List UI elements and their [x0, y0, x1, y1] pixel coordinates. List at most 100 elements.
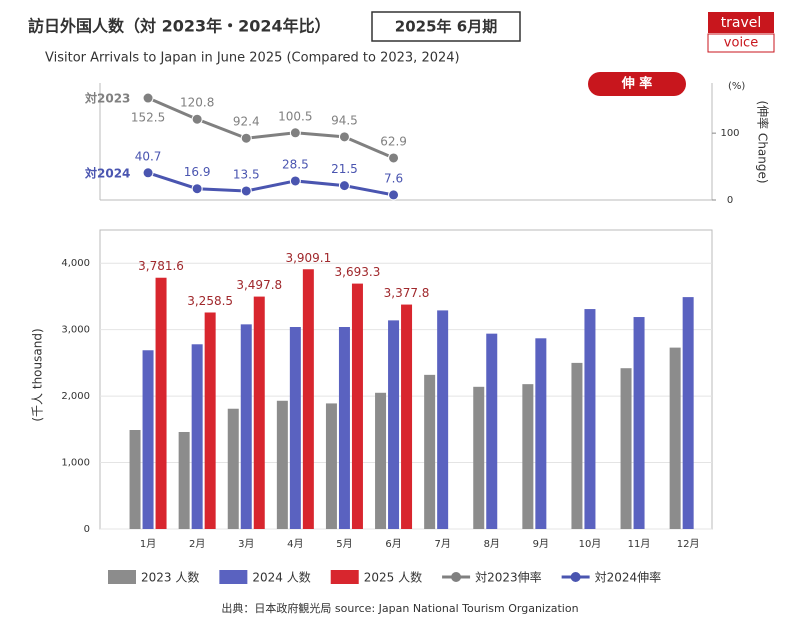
legend-swatch — [219, 570, 248, 584]
x-tick-label: 1月 — [140, 538, 156, 550]
bar — [473, 386, 485, 529]
y-tick-label: 100 — [720, 128, 739, 139]
y-label: (千人 thousand) — [31, 328, 45, 421]
value-label: 152.5 — [131, 111, 165, 125]
y-tick-label: 3,000 — [61, 325, 90, 336]
point — [191, 183, 203, 195]
series-label: 対2024 — [84, 165, 130, 180]
bar — [142, 350, 154, 529]
legend-label: 対2023伸率 — [475, 570, 542, 585]
x-tick-label: 11月 — [628, 538, 651, 550]
point — [338, 180, 350, 192]
y-label: (伸率 Change) — [756, 100, 771, 183]
value-label: 3,781.6 — [138, 259, 184, 273]
y-unit: (%) — [728, 81, 745, 92]
subtitle: Visitor Arrivals to Japan in June 2025 (… — [45, 51, 460, 66]
bar — [227, 408, 239, 529]
bar — [204, 312, 216, 529]
value-label: 100.5 — [278, 109, 312, 123]
line — [147, 171, 394, 197]
legend-swatch — [570, 572, 581, 582]
bar — [289, 327, 301, 529]
series-label: 対2023 — [84, 91, 130, 106]
bar — [620, 368, 632, 529]
logo-text: travel — [721, 15, 762, 31]
y-tick-label: 1,000 — [61, 458, 90, 469]
legend-label: 対2024伸率 — [595, 570, 662, 585]
value-label: 40.7 — [135, 149, 162, 163]
value-label: 3,497.8 — [236, 278, 282, 292]
badge-text: 伸 率 — [621, 76, 653, 92]
bar — [338, 327, 350, 529]
point — [142, 92, 154, 104]
value-label: 62.9 — [380, 134, 407, 148]
value-label: 3,909.1 — [285, 251, 331, 265]
bar — [584, 309, 596, 529]
y-tick-label: 0 — [727, 195, 733, 206]
bar — [571, 362, 583, 529]
value-label: 3,258.5 — [187, 294, 233, 308]
legend-label: 2023 人数 — [141, 570, 199, 585]
badge — [588, 72, 686, 96]
bar — [325, 403, 337, 529]
bar — [669, 347, 681, 529]
value-label: 120.8 — [180, 96, 214, 110]
x-tick-label: 2月 — [189, 538, 205, 550]
x-tick-label: 9月 — [533, 538, 549, 550]
legend-swatch — [108, 570, 136, 584]
x-tick-label: 12月 — [677, 538, 700, 550]
bar — [178, 431, 190, 529]
legend-swatch — [451, 572, 462, 582]
point — [338, 131, 350, 143]
title: 訪日外国人数（対 2023年・2024年比） — [28, 17, 331, 36]
bar — [535, 338, 547, 529]
bar — [253, 296, 265, 529]
bar — [375, 392, 387, 529]
value-label: 16.9 — [184, 165, 211, 179]
bar — [240, 324, 252, 529]
y-tick-label: 0 — [84, 524, 90, 535]
logo-text: voice — [724, 36, 758, 51]
legend-label: 2024 人数 — [252, 570, 310, 585]
bar — [401, 304, 413, 529]
y-tick-label: 2,000 — [61, 391, 90, 402]
x-tick-label: 5月 — [336, 538, 352, 550]
bar — [129, 429, 141, 529]
x-tick-label: 3月 — [238, 538, 254, 550]
legend-label: 2025 人数 — [364, 570, 422, 585]
bar — [351, 283, 363, 529]
point — [289, 127, 301, 139]
logo-top — [708, 12, 774, 33]
legend-swatch — [330, 570, 359, 584]
bar — [437, 310, 449, 529]
point — [388, 189, 400, 201]
x-tick-label: 8月 — [484, 538, 500, 550]
bar — [388, 320, 400, 529]
point — [240, 132, 252, 144]
point — [240, 185, 252, 197]
value-label: 28.5 — [282, 157, 309, 171]
point — [388, 152, 400, 164]
y-tick-label: 4,000 — [61, 258, 90, 269]
bar — [302, 269, 314, 529]
point — [142, 167, 154, 179]
bar — [155, 277, 167, 529]
value-label: 3,693.3 — [335, 265, 381, 279]
value-label: 21.5 — [331, 162, 358, 176]
point — [289, 175, 301, 187]
x-tick-label: 6月 — [385, 538, 401, 550]
value-label: 94.5 — [331, 113, 358, 127]
x-tick-label: 7月 — [434, 538, 450, 550]
x-tick-label: 4月 — [287, 538, 303, 550]
value-label: 7.6 — [384, 171, 403, 185]
bar — [522, 384, 534, 529]
bar — [276, 400, 288, 529]
value-label: 92.4 — [233, 115, 260, 129]
line — [147, 96, 395, 160]
bar — [682, 297, 694, 529]
period-box — [371, 11, 521, 42]
bar — [424, 374, 436, 529]
x-tick-label: 10月 — [579, 538, 602, 550]
bar — [191, 344, 203, 529]
